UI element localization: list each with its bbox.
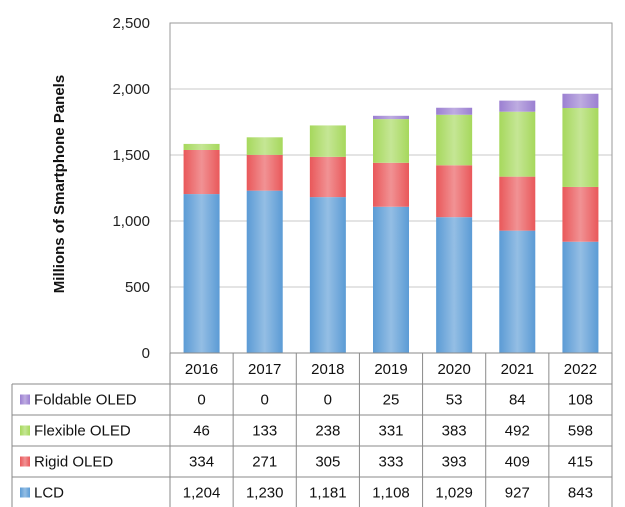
data-label: 843: [568, 485, 593, 502]
bar-segment-rigid-oled: [562, 186, 599, 242]
data-label: 1,230: [246, 485, 284, 502]
y-tick-label: 2,500: [112, 15, 150, 32]
data-label: 383: [442, 423, 467, 440]
legend-swatch: [20, 456, 30, 467]
data-label: 492: [505, 423, 530, 440]
data-label: 46: [193, 423, 210, 440]
bar-segment-rigid-oled: [373, 162, 409, 207]
bar-segment-lcd: [436, 217, 473, 353]
y-tick-label: 0: [142, 345, 150, 362]
data-label: 409: [505, 454, 530, 471]
bar-segment-lcd: [562, 241, 599, 353]
bar-segment-flexible-oled: [246, 137, 283, 155]
bar-segment-flexible-oled: [309, 125, 346, 157]
data-label: 238: [315, 423, 340, 440]
bar-segment-lcd: [499, 230, 536, 353]
data-label: 53: [446, 392, 463, 409]
legend-label: LCD: [34, 485, 64, 502]
data-label: 108: [568, 392, 593, 409]
bar-segment-flexible-oled: [499, 111, 536, 177]
y-tick-label: 1,000: [112, 213, 150, 230]
bar-segment-flexible-oled: [183, 143, 220, 150]
bar-segment-rigid-oled: [183, 149, 220, 195]
legend-swatch: [20, 487, 30, 498]
data-label: 25: [383, 392, 400, 409]
data-label: 927: [505, 485, 530, 502]
bar-segment-rigid-oled: [246, 154, 283, 191]
bar-segment-lcd: [246, 190, 283, 353]
y-tick-label: 500: [125, 279, 150, 296]
legend-swatch: [20, 394, 30, 405]
data-label: 84: [509, 392, 526, 409]
bar-segment-foldable-oled: [436, 107, 473, 115]
legend-label: Flexible OLED: [34, 423, 131, 440]
bar-segment-lcd: [309, 197, 346, 353]
y-tick-label: 2,000: [112, 81, 150, 98]
y-tick-label: 1,500: [112, 147, 150, 164]
data-label: 415: [568, 454, 593, 471]
bar-segment-flexible-oled: [562, 108, 599, 187]
x-category-label: 2016: [185, 361, 218, 378]
x-category-label: 2021: [501, 361, 534, 378]
data-label: 305: [315, 454, 340, 471]
data-label: 331: [378, 423, 403, 440]
legend-label: Foldable OLED: [34, 392, 137, 409]
bar-segment-foldable-oled: [562, 93, 599, 109]
y-axis-label: Millions of Smartphone Panels: [51, 75, 68, 293]
bar-segment-foldable-oled: [373, 115, 409, 120]
x-category-label: 2020: [437, 361, 470, 378]
data-label: 1,108: [372, 485, 410, 502]
data-label: 393: [442, 454, 467, 471]
x-category-label: 2017: [248, 361, 281, 378]
bar-segment-foldable-oled: [499, 100, 536, 112]
bar-segment-rigid-oled: [436, 165, 473, 218]
legend-label: Rigid OLED: [34, 454, 113, 471]
data-label: 598: [568, 423, 593, 440]
data-label: 333: [378, 454, 403, 471]
data-label: 0: [261, 392, 269, 409]
data-label: 1,181: [309, 485, 347, 502]
bar-segment-rigid-oled: [499, 176, 536, 231]
x-category-label: 2019: [374, 361, 407, 378]
bar-segment-rigid-oled: [309, 156, 346, 198]
x-category-label: 2022: [564, 361, 597, 378]
data-label: 0: [324, 392, 332, 409]
legend-swatch: [20, 425, 30, 436]
x-category-label: 2018: [311, 361, 344, 378]
data-label: 0: [197, 392, 205, 409]
data-label: 1,029: [435, 485, 473, 502]
data-label: 1,204: [183, 485, 221, 502]
data-label: 334: [189, 454, 214, 471]
bar-segment-lcd: [183, 194, 220, 353]
bar-segment-lcd: [373, 206, 409, 353]
data-label: 271: [252, 454, 277, 471]
data-label: 133: [252, 423, 277, 440]
bar-segment-flexible-oled: [436, 114, 473, 166]
bar-segment-flexible-oled: [373, 119, 409, 163]
